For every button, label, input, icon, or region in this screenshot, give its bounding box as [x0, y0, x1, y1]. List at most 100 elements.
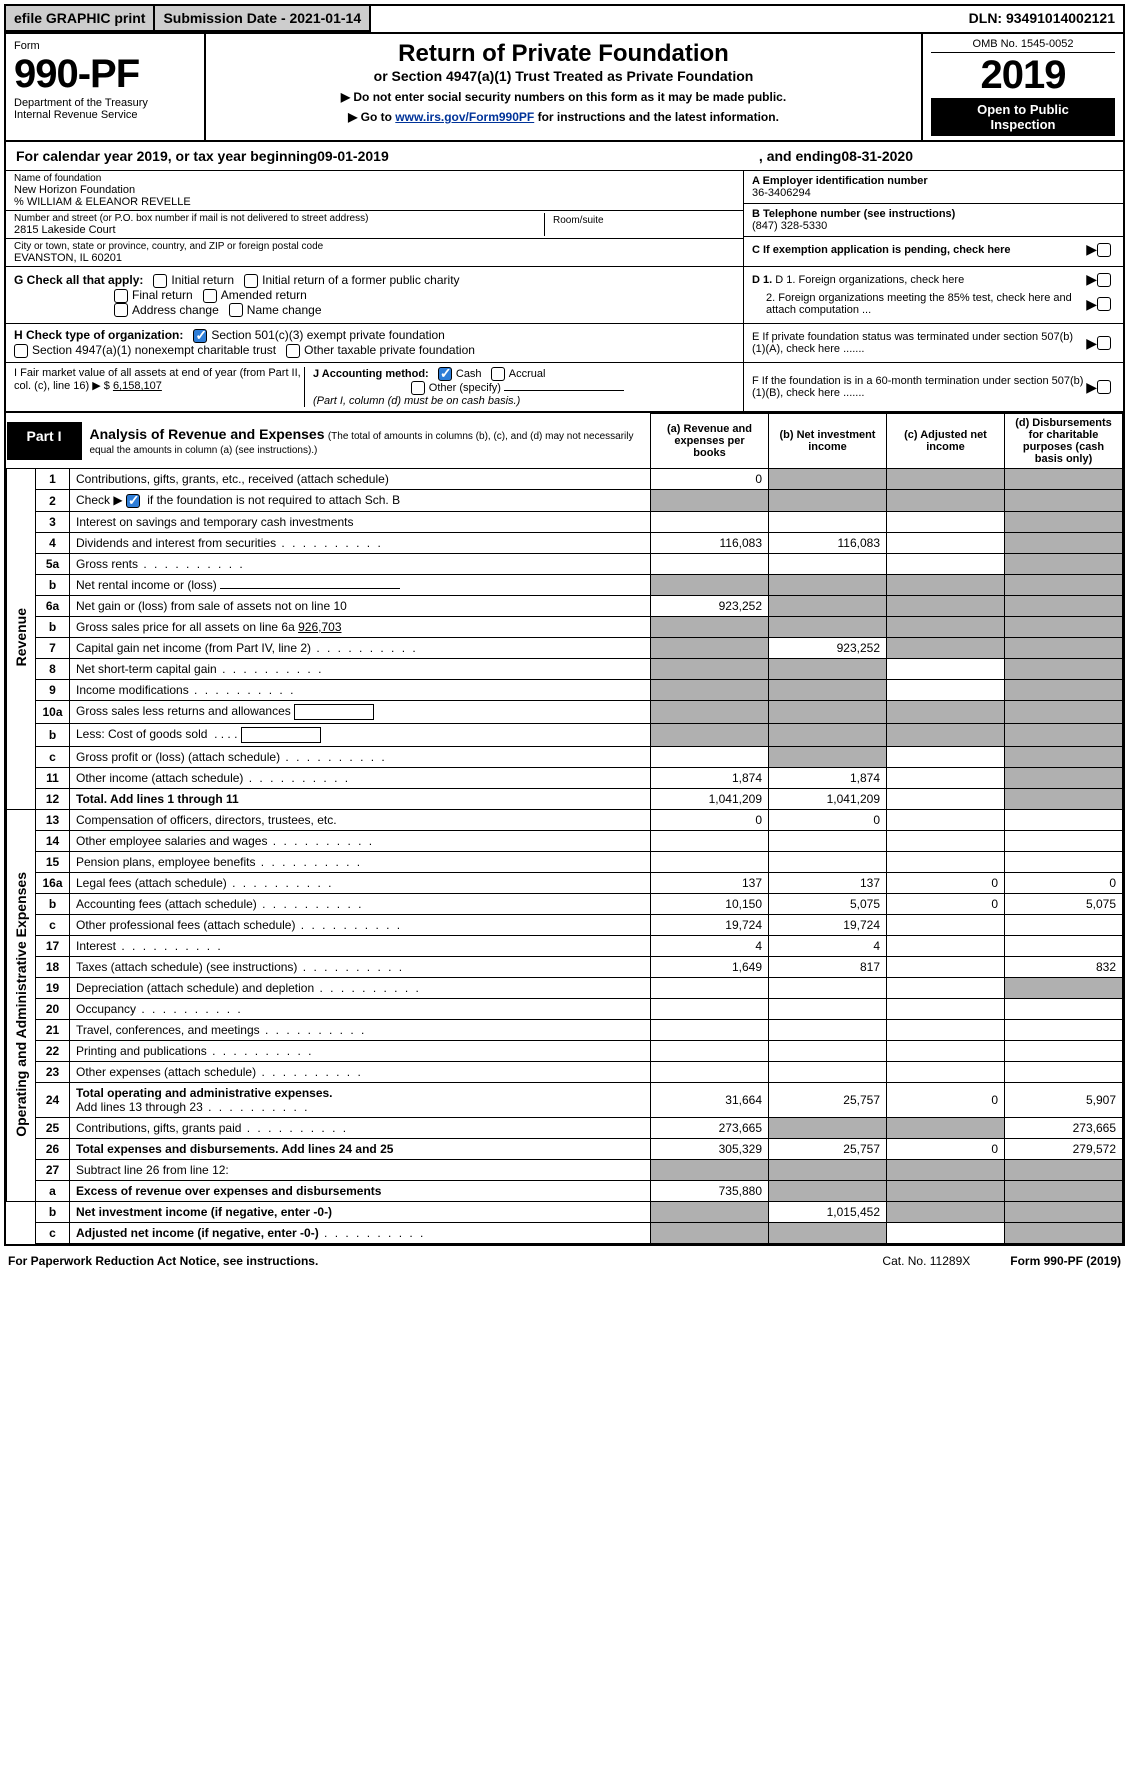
form-title: Return of Private Foundation — [216, 40, 911, 68]
r10b-desc: Less: Cost of goods sold . . . . — [70, 723, 651, 746]
row-14: 14Other employee salaries and wages — [7, 830, 1123, 851]
foreign-org-checkbox[interactable] — [1097, 273, 1111, 287]
dln: DLN: 93491014002121 — [961, 6, 1123, 32]
col-d-header: (d) Disbursements for charitable purpose… — [1005, 414, 1123, 469]
r17-b: 4 — [769, 935, 887, 956]
r4-desc: Dividends and interest from securities — [70, 532, 651, 553]
cash-checkbox[interactable] — [438, 367, 452, 381]
row-8: 8Net short-term capital gain — [7, 658, 1123, 679]
r25-d: 273,665 — [1005, 1117, 1123, 1138]
terminated-checkbox[interactable] — [1097, 336, 1111, 350]
initial-return-label: Initial return — [171, 273, 234, 287]
r6a-desc: Net gain or (loss) from sale of assets n… — [70, 595, 651, 616]
foundation-name: New Horizon Foundation — [14, 184, 735, 196]
row-9: 9Income modifications — [7, 679, 1123, 700]
row-27c: cAdjusted net income (if negative, enter… — [7, 1222, 1123, 1243]
4947-checkbox[interactable] — [14, 344, 28, 358]
r13-desc: Compensation of officers, directors, tru… — [70, 809, 651, 830]
r11-desc: Other income (attach schedule) — [70, 767, 651, 788]
row-16c: cOther professional fees (attach schedul… — [7, 914, 1123, 935]
other-method-label: Other (specify) — [429, 382, 501, 394]
row-12: 12Total. Add lines 1 through 111,041,209… — [7, 788, 1123, 809]
initial-return-checkbox[interactable] — [153, 274, 167, 288]
501c3-checkbox[interactable] — [193, 329, 207, 343]
row-7: 7Capital gain net income (from Part IV, … — [7, 637, 1123, 658]
r16a-b: 137 — [769, 872, 887, 893]
amended-return-label: Amended return — [221, 288, 307, 302]
r24-desc: Total operating and administrative expen… — [70, 1082, 651, 1117]
row-18: 18Taxes (attach schedule) (see instructi… — [7, 956, 1123, 977]
calyear-begin: 09-01-2019 — [317, 148, 389, 164]
amended-return-checkbox[interactable] — [203, 289, 217, 303]
j-label: J Accounting method: — [313, 368, 429, 380]
other-taxable-checkbox[interactable] — [286, 344, 300, 358]
efile-print-button[interactable]: efile GRAPHIC print — [6, 6, 155, 32]
r27b-desc: Net investment income (if negative, ente… — [70, 1201, 651, 1222]
row-19: 19Depreciation (attach schedule) and dep… — [7, 977, 1123, 998]
r16b-desc: Accounting fees (attach schedule) — [70, 893, 651, 914]
row-21: 21Travel, conferences, and meetings — [7, 1019, 1123, 1040]
exemption-pending-checkbox[interactable] — [1097, 243, 1111, 257]
r8-desc: Net short-term capital gain — [70, 658, 651, 679]
foreign-85-checkbox[interactable] — [1097, 297, 1111, 311]
row-4: 4Dividends and interest from securities1… — [7, 532, 1123, 553]
d-section: D 1. D 1. Foreign organizations, check h… — [743, 267, 1123, 323]
irs-label: Internal Revenue Service — [14, 109, 196, 121]
h-label: H Check type of organization: — [14, 328, 183, 342]
r3-desc: Interest on savings and temporary cash i… — [70, 511, 651, 532]
r10c-desc: Gross profit or (loss) (attach schedule) — [70, 746, 651, 767]
row-10a: 10aGross sales less returns and allowanc… — [7, 700, 1123, 723]
r14-desc: Other employee salaries and wages — [70, 830, 651, 851]
f-section: F If the foundation is in a 60-month ter… — [743, 363, 1123, 411]
address-change-label: Address change — [132, 303, 219, 317]
other-method-checkbox[interactable] — [411, 381, 425, 395]
e-section: E If private foundation status was termi… — [743, 324, 1123, 362]
r27b-b: 1,015,452 — [769, 1201, 887, 1222]
i-value: 6,158,107 — [113, 380, 162, 392]
r18-a: 1,649 — [651, 956, 769, 977]
open-to-public: Open to Public Inspection — [931, 98, 1115, 136]
r16b-b: 5,075 — [769, 893, 887, 914]
row-10b: bLess: Cost of goods sold . . . . — [7, 723, 1123, 746]
e-label: E If private foundation status was termi… — [752, 331, 1086, 355]
r9-desc: Income modifications — [70, 679, 651, 700]
i-section: I Fair market value of all assets at end… — [14, 367, 304, 407]
row-17: 17Interest44 — [7, 935, 1123, 956]
r16c-a: 19,724 — [651, 914, 769, 935]
arrow-icon: ▶ — [1086, 271, 1097, 288]
r5b-desc: Net rental income or (loss) — [70, 574, 651, 595]
r1-a: 0 — [651, 469, 769, 490]
sch-b-checkbox[interactable] — [126, 494, 140, 508]
header-right: OMB No. 1545-0052 2019 Open to Public In… — [923, 34, 1123, 140]
60month-checkbox[interactable] — [1097, 380, 1111, 394]
r6a-a: 923,252 — [651, 595, 769, 616]
tax-year: 2019 — [931, 53, 1115, 98]
4947-label: Section 4947(a)(1) nonexempt charitable … — [32, 343, 276, 357]
r12-b: 1,041,209 — [769, 788, 887, 809]
row-26: 26Total expenses and disbursements. Add … — [7, 1138, 1123, 1159]
calendar-year-row: For calendar year 2019, or tax year begi… — [6, 142, 1123, 171]
irs-link[interactable]: www.irs.gov/Form990PF — [395, 110, 534, 124]
r22-desc: Printing and publications — [70, 1040, 651, 1061]
row-5b: bNet rental income or (loss) — [7, 574, 1123, 595]
name-change-checkbox[interactable] — [229, 303, 243, 317]
row-5a: 5aGross rents — [7, 553, 1123, 574]
open-line2: Inspection — [933, 117, 1113, 132]
arrow-icon: ▶ — [1086, 241, 1097, 258]
open-line1: Open to Public — [933, 102, 1113, 117]
accrual-checkbox[interactable] — [491, 367, 505, 381]
r1-desc: Contributions, gifts, grants, etc., rece… — [70, 469, 651, 490]
foundation-name-label: Name of foundation — [14, 173, 735, 184]
row-2: 2Check ▶ if the foundation is not requir… — [7, 490, 1123, 512]
row-27: 27Subtract line 26 from line 12: — [7, 1159, 1123, 1180]
calyear-mid: , and ending — [759, 148, 841, 164]
identity-right: A Employer identification number 36-3406… — [743, 171, 1123, 266]
city-label: City or town, state or province, country… — [14, 241, 735, 252]
initial-former-checkbox[interactable] — [244, 274, 258, 288]
address-change-checkbox[interactable] — [114, 303, 128, 317]
form-header: Form 990-PF Department of the Treasury I… — [6, 34, 1123, 142]
r26-b: 25,757 — [769, 1138, 887, 1159]
dept-treasury: Department of the Treasury — [14, 97, 196, 109]
final-return-checkbox[interactable] — [114, 289, 128, 303]
row-3: 3Interest on savings and temporary cash … — [7, 511, 1123, 532]
